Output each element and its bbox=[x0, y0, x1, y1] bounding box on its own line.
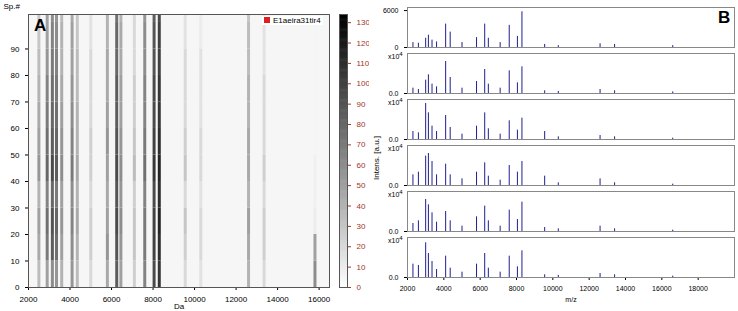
svg-text:0: 0 bbox=[15, 283, 20, 292]
svg-text:6000: 6000 bbox=[383, 7, 399, 14]
svg-text:110: 110 bbox=[357, 59, 370, 68]
svg-text:12000: 12000 bbox=[225, 295, 248, 304]
svg-text:16000: 16000 bbox=[652, 285, 672, 292]
svg-text:m/z: m/z bbox=[565, 296, 577, 303]
html-text:E1aeira31tir4: E1aeira31tir4 bbox=[273, 16, 321, 25]
svg-text:60: 60 bbox=[11, 124, 20, 133]
svg-text:30: 30 bbox=[11, 204, 20, 213]
svg-text:90: 90 bbox=[11, 45, 20, 54]
svg-text:0.0: 0.0 bbox=[389, 228, 399, 234]
svg-text:6000: 6000 bbox=[103, 295, 121, 304]
svg-text:50: 50 bbox=[357, 181, 366, 190]
svg-text:Da: Da bbox=[174, 302, 185, 311]
html-text:x10: x10 bbox=[388, 99, 400, 107]
svg-text:Sp.#: Sp.# bbox=[4, 2, 21, 11]
svg-text:8000: 8000 bbox=[144, 295, 162, 304]
svg-text:4000: 4000 bbox=[436, 285, 452, 292]
svg-text:30: 30 bbox=[357, 222, 366, 231]
svg-text:20: 20 bbox=[357, 242, 366, 251]
html-text:4: 4 bbox=[399, 189, 403, 195]
html-text:4: 4 bbox=[399, 235, 403, 241]
svg-text:60: 60 bbox=[357, 161, 366, 170]
html-text:A: A bbox=[34, 16, 47, 35]
svg-text:0.0: 0.0 bbox=[389, 90, 399, 96]
html-text:4: 4 bbox=[399, 51, 403, 57]
html-text:B: B bbox=[718, 8, 731, 27]
svg-text:8000: 8000 bbox=[509, 285, 525, 292]
svg-text:100: 100 bbox=[357, 79, 370, 88]
svg-text:50: 50 bbox=[11, 151, 20, 160]
svg-text:10000: 10000 bbox=[183, 295, 206, 304]
svg-text:10000: 10000 bbox=[543, 285, 563, 292]
svg-text:0.0: 0.0 bbox=[389, 182, 399, 188]
svg-text:2000: 2000 bbox=[20, 295, 38, 304]
svg-text:10: 10 bbox=[357, 263, 366, 272]
svg-text:14000: 14000 bbox=[616, 285, 636, 292]
svg-text:40: 40 bbox=[11, 177, 20, 186]
svg-text:70: 70 bbox=[11, 98, 20, 107]
svg-text:90: 90 bbox=[357, 100, 366, 109]
svg-text:40: 40 bbox=[357, 202, 366, 211]
svg-text:10: 10 bbox=[11, 257, 20, 266]
svg-text:6000: 6000 bbox=[472, 285, 488, 292]
svg-text:2000: 2000 bbox=[400, 285, 416, 292]
html-text:Intens. [a.u.]: Intens. [a.u.] bbox=[372, 136, 381, 180]
svg-text:16000: 16000 bbox=[308, 295, 331, 304]
svg-text:70: 70 bbox=[357, 140, 366, 149]
svg-text:12000: 12000 bbox=[579, 285, 599, 292]
svg-text:80: 80 bbox=[357, 120, 366, 129]
svg-text:0.0: 0.0 bbox=[389, 274, 399, 281]
html-text:x10: x10 bbox=[388, 191, 400, 199]
svg-text:130: 130 bbox=[357, 18, 370, 27]
html-text:4: 4 bbox=[399, 97, 403, 103]
svg-text:0: 0 bbox=[357, 283, 362, 292]
svg-text:18000: 18000 bbox=[688, 285, 708, 292]
html-text:x10: x10 bbox=[388, 53, 400, 61]
svg-text:20: 20 bbox=[11, 230, 20, 239]
html-text:4: 4 bbox=[399, 143, 403, 149]
svg-text:4000: 4000 bbox=[61, 295, 79, 304]
svg-text:0: 0 bbox=[395, 44, 399, 50]
svg-text:120: 120 bbox=[357, 39, 370, 48]
svg-text:80: 80 bbox=[11, 71, 20, 80]
html-text:x10: x10 bbox=[388, 145, 400, 153]
html-text:x10: x10 bbox=[388, 237, 400, 245]
svg-text:0.0: 0.0 bbox=[389, 136, 399, 142]
svg-text:14000: 14000 bbox=[266, 295, 289, 304]
